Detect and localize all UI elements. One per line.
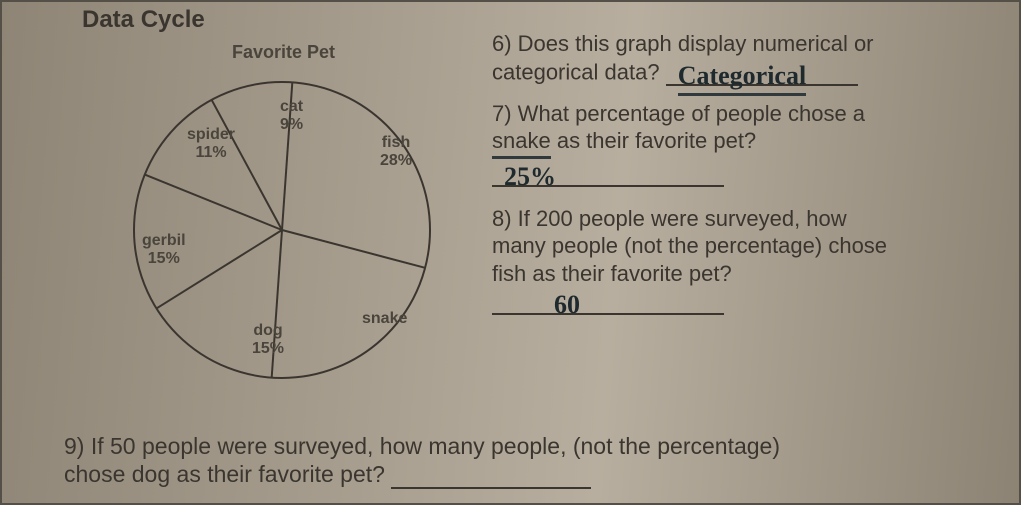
q9-prompt-a: 9) If 50 people were surveyed, how many … [64, 433, 780, 459]
slice-label-snake: snake [362, 310, 407, 328]
q7-answer: 25% [504, 162, 556, 191]
q7-prompt-a: 7) What percentage of people chose a [492, 101, 865, 126]
q9-prompt-b: chose dog as their favorite pet? [64, 461, 385, 487]
slice-label-fish: fish28% [380, 134, 412, 171]
q9-answer-line [391, 467, 591, 489]
q6-answer-line: Categorical [666, 58, 858, 86]
section-title: Data Cycle [82, 6, 205, 34]
q8-answer-line: 60 [492, 287, 724, 315]
question-9: 9) If 50 people were surveyed, how many … [64, 432, 994, 490]
slice-label-cat: cat9% [280, 98, 303, 135]
q8-answer: 60 [504, 290, 580, 319]
chart-title: Favorite Pet [232, 42, 335, 63]
question-8: 8) If 200 people were surveyed, how many… [492, 205, 1002, 316]
q8-prompt-a: 8) If 200 people were surveyed, how [492, 206, 847, 231]
worksheet-page: Data Cycle Favorite Pet cat9% spider11% ge… [0, 0, 1021, 505]
q6-answer: Categorical [678, 60, 807, 97]
pie-chart-area: Favorite Pet cat9% spider11% gerbil15% dog1… [82, 42, 462, 402]
questions-column: 6) Does this graph display numerical or … [492, 30, 1002, 323]
q6-prompt-a: 6) Does this graph display numerical or [492, 31, 874, 56]
slice-label-spider: spider11% [187, 126, 235, 163]
question-6: 6) Does this graph display numerical or … [492, 30, 1002, 86]
q7-answer-line: 25% [492, 159, 724, 187]
q6-prompt-b: categorical data? [492, 59, 660, 84]
q7-prompt-b: snake as their favorite pet? [492, 128, 756, 153]
question-7: 7) What percentage of people chose a sna… [492, 100, 1002, 187]
slice-label-dog: dog15% [252, 322, 284, 359]
slice-label-gerbil: gerbil15% [142, 232, 186, 269]
q8-prompt-b: many people (not the percentage) chose [492, 233, 887, 258]
q8-prompt-c: fish as their favorite pet? [492, 261, 732, 286]
